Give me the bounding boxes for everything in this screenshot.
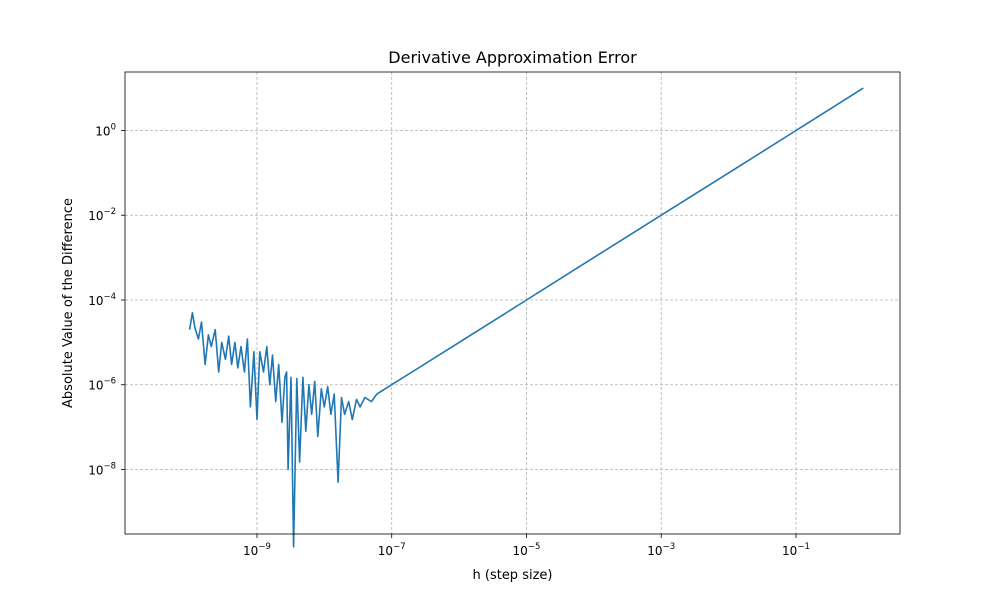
y-tick-label: 100 xyxy=(95,122,116,138)
plot-frame xyxy=(124,71,901,535)
series-layer xyxy=(188,87,864,548)
chart-title: Derivative Approximation Error xyxy=(388,48,637,67)
y-tick-label: 10−4 xyxy=(88,292,116,308)
x-tick-label: 10−1 xyxy=(782,542,810,558)
y-axis-title: Absolute Value of the Difference xyxy=(61,198,76,408)
y-tick-label: 10−6 xyxy=(88,377,116,393)
x-tick-label: 10−7 xyxy=(378,542,406,558)
grid xyxy=(125,72,900,534)
y-tick-label: 10−2 xyxy=(88,207,116,223)
ticks: 10−9 10−7 10−5 10−3 10−1 10−8 10−6 10−4 10−2 100 xyxy=(88,122,810,558)
x-tick-label: 10−5 xyxy=(513,542,541,558)
y-tick-label: 10−8 xyxy=(88,461,116,477)
x-axis-title: h (step size) xyxy=(473,568,553,583)
x-tick-label: 10−3 xyxy=(647,542,675,558)
x-tick-label: 10−9 xyxy=(243,542,271,558)
series-line xyxy=(188,87,864,548)
